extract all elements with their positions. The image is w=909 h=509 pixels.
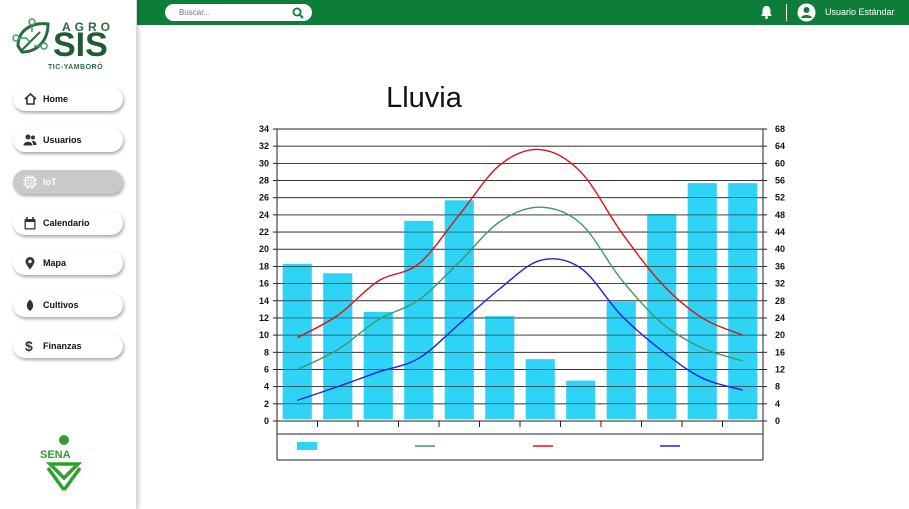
series-line xyxy=(296,206,743,371)
search-icon[interactable] xyxy=(292,6,304,24)
sidebar-item-label: Cultivos xyxy=(43,300,79,310)
sidebar-item-label: Mapa xyxy=(43,258,67,268)
rain-bar xyxy=(485,316,515,419)
sidebar-item-finanzas[interactable]: $ Finanzas xyxy=(13,334,123,358)
y-left-tick-label: 26 xyxy=(259,193,269,203)
y-right-tick-label: 60 xyxy=(775,158,785,168)
rain-bar xyxy=(647,214,677,419)
y-right-tick-label: 32 xyxy=(775,279,785,289)
y-right-tick-label: 44 xyxy=(775,227,785,237)
leaf-icon xyxy=(17,299,43,312)
y-left-tick-label: 28 xyxy=(259,176,269,186)
brand-top: AGRO xyxy=(62,20,114,34)
rain-bar xyxy=(282,263,312,419)
rain-chart: 0246810121416182022242628303234048121620… xyxy=(259,124,785,461)
y-left-tick-label: 32 xyxy=(259,141,269,151)
y-right-tick-label: 64 xyxy=(775,141,785,151)
legend-swatch-bar xyxy=(297,442,317,450)
y-left-tick-label: 0 xyxy=(264,416,269,426)
y-left-tick-label: 20 xyxy=(259,244,269,254)
rain-bar xyxy=(606,301,636,419)
sidebar-item-label: Home xyxy=(43,94,69,104)
y-right-tick-label: 0 xyxy=(775,416,780,426)
sena-logo: SENA xyxy=(38,434,94,494)
y-left-tick-label: 22 xyxy=(259,227,269,237)
dollar-icon: $ xyxy=(17,339,43,353)
rain-bar xyxy=(566,380,596,419)
y-left-tick-label: 16 xyxy=(259,279,269,289)
top-bar: Usuario Estándar xyxy=(136,0,909,25)
sidebar-item-mapa[interactable]: Mapa xyxy=(13,251,123,275)
sidebar-item-iot[interactable]: IoT xyxy=(13,170,123,194)
brand-sub: TIC-YAMBORÓ xyxy=(48,64,104,71)
users-icon xyxy=(17,134,43,146)
y-left-tick-label: 4 xyxy=(264,382,269,392)
y-left-tick-label: 2 xyxy=(264,399,269,409)
y-right-tick-label: 4 xyxy=(775,399,780,409)
series-line xyxy=(296,148,744,339)
user-avatar-icon[interactable] xyxy=(797,3,816,27)
series-line xyxy=(297,258,743,402)
chip-icon xyxy=(17,175,43,189)
y-left-tick-label: 10 xyxy=(259,330,269,340)
svg-text:$: $ xyxy=(25,339,33,353)
bell-icon[interactable] xyxy=(760,5,773,24)
header-divider xyxy=(786,4,787,21)
sidebar-item-calendario[interactable]: Calendario xyxy=(13,211,123,235)
agrosis-logo[interactable]: AGRO SIS TIC-YAMBORÓ xyxy=(10,16,120,76)
sena-figure-icon xyxy=(45,435,83,492)
y-right-tick-label: 56 xyxy=(775,176,785,186)
y-left-tick-label: 24 xyxy=(259,210,269,220)
rain-bar xyxy=(323,273,353,419)
calendar-icon xyxy=(17,216,43,230)
y-right-tick-label: 12 xyxy=(775,364,785,374)
sidebar-item-label: Calendario xyxy=(43,218,90,228)
search-input[interactable] xyxy=(177,7,281,18)
sidebar-item-usuarios[interactable]: Usuarios xyxy=(13,128,123,152)
circuit-leaf-icon xyxy=(12,18,50,54)
y-left-tick-label: 8 xyxy=(264,347,269,357)
search-box[interactable] xyxy=(165,4,312,21)
home-icon xyxy=(17,93,43,105)
y-right-tick-label: 24 xyxy=(775,313,785,323)
sidebar-item-label: IoT xyxy=(43,177,57,187)
y-right-tick-label: 28 xyxy=(775,296,785,306)
rain-bar xyxy=(404,220,434,419)
y-right-tick-label: 36 xyxy=(775,261,785,271)
rain-bar xyxy=(525,359,555,419)
user-name[interactable]: Usuario Estándar xyxy=(825,7,895,17)
sidebar-item-label: Finanzas xyxy=(43,341,82,351)
y-right-tick-label: 40 xyxy=(775,244,785,254)
y-left-tick-label: 6 xyxy=(264,364,269,374)
rain-bar xyxy=(444,200,474,419)
sena-text: SENA xyxy=(40,449,71,461)
chart-title: Lluvia xyxy=(386,82,462,114)
y-left-tick-label: 34 xyxy=(259,124,269,134)
y-left-tick-label: 12 xyxy=(259,313,269,323)
y-right-tick-label: 48 xyxy=(775,210,785,220)
sidebar-item-cultivos[interactable]: Cultivos xyxy=(13,293,123,317)
map-pin-icon xyxy=(17,256,43,270)
y-left-tick-label: 14 xyxy=(259,296,269,306)
sidebar-item-label: Usuarios xyxy=(43,135,82,145)
y-right-tick-label: 8 xyxy=(775,382,780,392)
y-left-tick-label: 30 xyxy=(259,158,269,168)
sidebar-item-home[interactable]: Home xyxy=(13,87,123,111)
y-right-tick-label: 16 xyxy=(775,347,785,357)
y-right-tick-label: 52 xyxy=(775,193,785,203)
y-left-tick-label: 18 xyxy=(259,261,269,271)
y-right-tick-label: 20 xyxy=(775,330,785,340)
rain-bar xyxy=(363,311,393,419)
brand-main: SIS xyxy=(53,26,108,64)
sidebar: AGRO SIS TIC-YAMBORÓ Home Usuarios IoT xyxy=(0,0,137,509)
y-right-tick-label: 68 xyxy=(775,124,785,134)
